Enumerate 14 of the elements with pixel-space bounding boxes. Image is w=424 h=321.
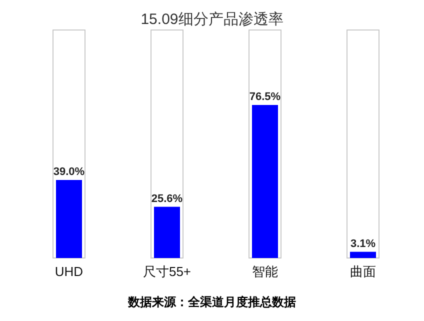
bar — [56, 180, 82, 258]
x-tick-label: UHD — [54, 264, 84, 279]
data-label: 76.5% — [249, 90, 281, 103]
data-label: 39.0% — [53, 166, 85, 178]
source-note: 数据来源：全渠道月度推总数据 — [127, 295, 296, 309]
x-tick-label: 曲面 — [350, 264, 376, 279]
bar — [350, 252, 376, 258]
chart-title: 15.09细分产品渗透率 — [140, 11, 284, 28]
bar — [252, 104, 278, 258]
x-tick-label: 尺寸55+ — [142, 264, 192, 279]
bar — [154, 206, 180, 258]
data-label: 3.1% — [350, 238, 376, 250]
x-tick-label: 智能 — [252, 264, 278, 279]
data-label: 25.6% — [151, 192, 183, 205]
